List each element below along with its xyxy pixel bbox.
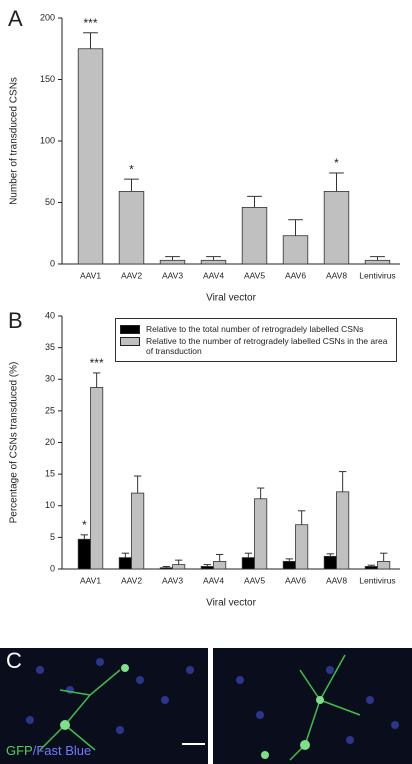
error-bar [370,257,385,261]
bar [119,558,131,569]
error-bar [206,257,221,261]
error-bar [216,554,223,561]
y-axis-label: Number of transduced CSNs [9,77,20,205]
legend: Relative to the total number of retrogra… [115,318,397,362]
error-bar [81,535,88,539]
chart: C GFP/Fast Blue A050100150200Number of t… [0,0,412,764]
bar [160,568,172,569]
y-tick-label: 5 [50,532,55,542]
bar [296,525,308,569]
x-tick-label: AAV1 [80,575,101,585]
significance: *** [83,16,97,30]
y-tick-label: 40 [45,310,55,320]
caption: GFP/Fast Blue [6,743,91,758]
panel-letter: C [6,648,22,673]
legend-entry: Relative to the total number of retrogra… [120,324,392,334]
legend-swatch [120,337,140,346]
y-axis-label: Percentage of CSNs transduced (%) [9,362,20,524]
error-bar [380,553,387,561]
error-bar [329,173,344,191]
y-tick-label: 25 [45,405,55,415]
x-tick-label: AAV4 [203,270,224,280]
error-bar [175,560,182,564]
y-tick-label: 50 [45,197,55,207]
x-tick-label: Lentivirus [359,270,395,280]
micrograph-right [213,648,412,764]
bar [242,558,254,569]
y-tick-label: 35 [45,342,55,352]
x-tick-label: AAV2 [121,575,142,585]
y-tick-label: 150 [40,74,55,84]
bar [365,566,377,569]
x-tick-label: AAV3 [162,575,183,585]
x-tick-label: AAV8 [326,575,347,585]
bar [283,236,308,264]
caption-fastblue: /Fast Blue [33,743,92,758]
bar [283,561,295,569]
bar [119,191,144,264]
bar [365,260,390,264]
error-bar [83,33,98,49]
legend-label: Relative to the number of retrogradely l… [146,336,392,356]
panel-letter: B [8,308,23,333]
significance: * [129,162,134,176]
x-tick-label: Lentivirus [359,575,395,585]
y-tick-label: 15 [45,469,55,479]
x-axis-label: Viral vector [206,293,257,304]
bar [132,493,144,569]
caption-gfp: GFP [6,743,33,758]
y-tick-label: 100 [40,135,55,145]
bar [201,260,226,264]
y-tick-label: 10 [45,500,55,510]
bar [324,191,349,264]
legend-swatch [120,325,140,334]
significance: * [82,518,87,532]
y-tick-label: 200 [40,12,55,22]
bar [324,556,336,569]
legend-label: Relative to the total number of retrogra… [146,324,363,334]
error-bar [247,196,262,207]
x-tick-label: AAV1 [80,270,101,280]
bar [242,207,267,264]
significance: * [334,156,339,170]
bar [91,387,103,569]
error-bar [288,220,303,236]
legend-entry: Relative to the number of retrogradely l… [120,336,392,356]
bar [201,566,213,569]
x-axis-label: Viral vector [206,598,257,609]
error-bar [165,257,180,261]
error-bar [122,553,129,557]
y-tick-label: 0 [50,258,55,268]
bar [160,260,185,264]
error-bar [134,476,141,493]
error-bar [245,553,252,557]
bar [78,49,103,264]
error-bar [298,511,305,525]
figure: C GFP/Fast Blue A050100150200Number of t… [0,0,412,764]
bar [255,499,267,569]
x-tick-label: AAV3 [162,270,183,280]
x-tick-label: AAV8 [326,270,347,280]
error-bar [93,373,100,388]
x-tick-label: AAV5 [244,575,265,585]
significance: *** [90,356,104,370]
error-bar [339,472,346,492]
panel-letter: A [8,6,23,31]
bar [378,561,390,569]
y-tick-label: 20 [45,437,55,447]
x-tick-label: AAV6 [285,575,306,585]
error-bar [257,488,264,499]
y-tick-label: 30 [45,374,55,384]
bar [173,565,185,569]
bar [214,561,226,569]
x-tick-label: AAV2 [121,270,142,280]
bar [78,539,90,569]
x-tick-label: AAV4 [203,575,224,585]
x-tick-label: AAV6 [285,270,306,280]
x-tick-label: AAV5 [244,270,265,280]
bar [337,492,349,569]
error-bar [124,179,139,191]
y-tick-label: 0 [50,563,55,573]
